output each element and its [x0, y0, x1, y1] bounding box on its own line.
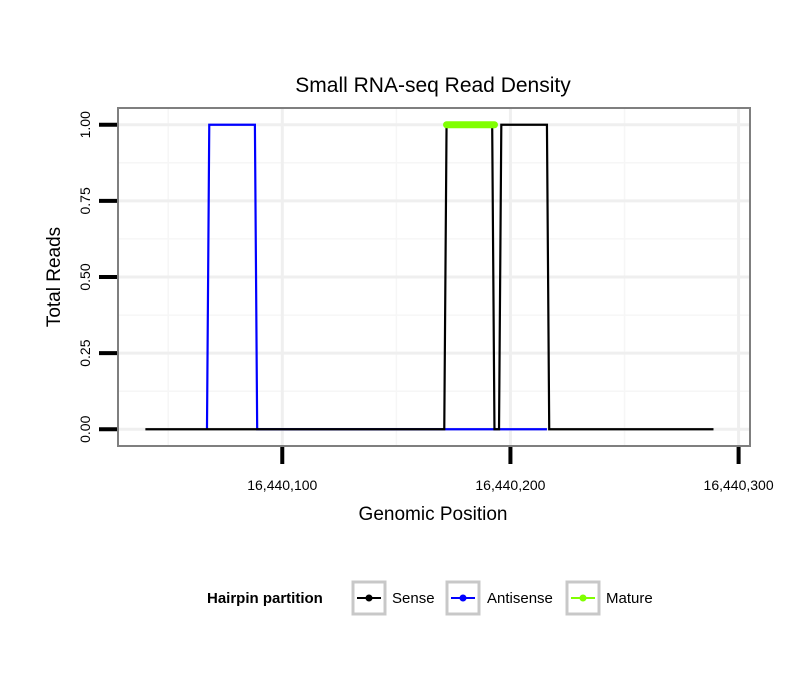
y-tick-label-2: 0.50 [77, 263, 93, 290]
y-tick-label-3: 0.75 [77, 187, 93, 214]
grid-lines [118, 108, 750, 446]
series-line-sense [145, 123, 714, 431]
legend-item-sense: Sense [351, 580, 435, 616]
legend-dot-sense [365, 594, 373, 602]
legend-dot-antisense [459, 594, 467, 602]
y-tick-label-0: 0.00 [77, 415, 93, 442]
x-tick-label-2: 16,440,300 [704, 477, 774, 493]
legend-label-antisense: Antisense [487, 590, 553, 607]
axes: 16,440,100 16,440,200 16,440,300 0.00 0.25 0.… [77, 111, 774, 493]
x-tick-label-1: 16,440,200 [475, 477, 545, 493]
series-lines [145, 121, 714, 431]
y-axis-label: Total Reads [44, 227, 65, 327]
legend: Hairpin partition Sense Antisense Mature [207, 580, 653, 616]
legend-item-antisense: Antisense [445, 580, 553, 616]
legend-item-mature: Mature [565, 580, 653, 616]
legend-dot-mature [579, 594, 587, 602]
y-tick-label-1: 0.25 [77, 339, 93, 366]
series-line-antisense [205, 123, 547, 431]
legend-title: Hairpin partition [207, 590, 323, 607]
x-axis-label: Genomic Position [359, 504, 508, 525]
y-tick-label-4: 1.00 [77, 111, 93, 138]
x-tick-label-0: 16,440,100 [247, 477, 317, 493]
chart-title: Small RNA-seq Read Density [295, 74, 571, 97]
plot-panel-border [117, 107, 751, 447]
legend-label-sense: Sense [392, 590, 435, 607]
legend-label-mature: Mature [606, 590, 653, 607]
